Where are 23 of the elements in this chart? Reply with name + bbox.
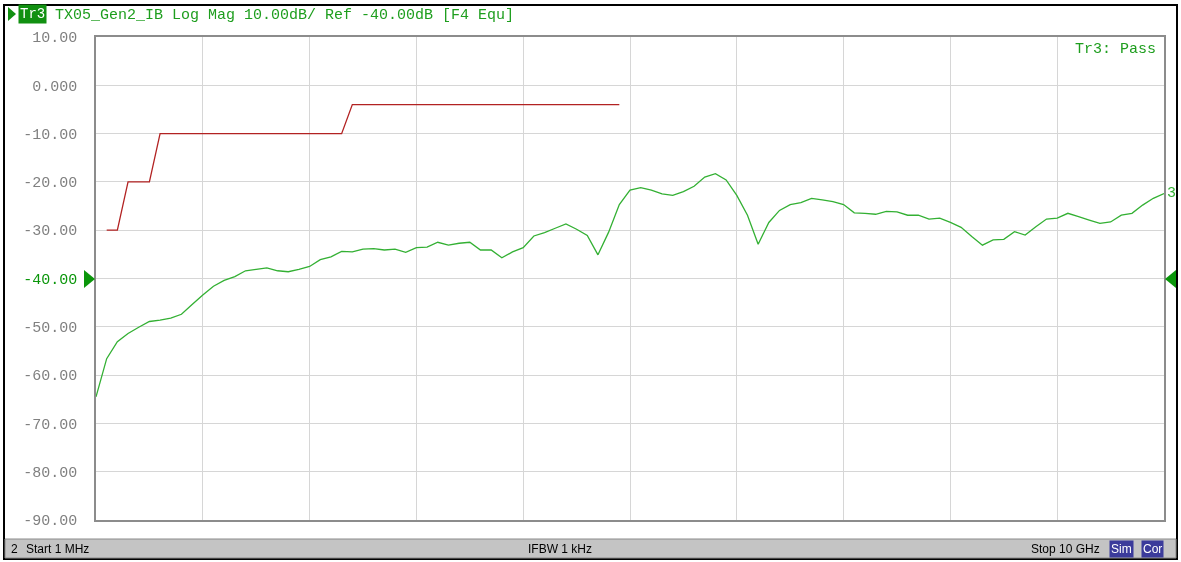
y-tick-label: 0.000	[32, 78, 78, 96]
text: Start 1 MHz	[26, 542, 90, 556]
chart-title: TX05_Gen2_IB Log Mag 10.00dB/ Ref -40.00dB [F4 Equ]	[55, 7, 515, 25]
line-series	[96, 173, 1164, 398]
annotation: Tr3: Pass	[1075, 41, 1157, 58]
y-tick-label: -10.00	[23, 126, 78, 144]
y-tick-label: -40.00	[23, 271, 78, 289]
y-tick-label: -20.00	[23, 175, 78, 193]
text: IFBW 1 kHz	[528, 542, 593, 556]
text: Tr3	[20, 6, 46, 22]
y-tick-label: -90.00	[23, 513, 78, 531]
y-tick-label: -50.00	[23, 320, 78, 338]
y-tick-label: -30.00	[23, 223, 78, 241]
y-tick-label: -70.00	[23, 416, 78, 434]
text: Sim	[1111, 542, 1132, 556]
text: 2	[11, 542, 18, 556]
text: Stop 10 GHz	[1031, 542, 1100, 556]
text: Cor	[1143, 542, 1163, 556]
series-label: 3	[1167, 185, 1177, 202]
y-tick-label: 10.00	[32, 30, 78, 48]
line-series	[106, 103, 620, 231]
y-tick-label: -80.00	[23, 464, 78, 482]
y-tick-label: -60.00	[23, 368, 78, 386]
